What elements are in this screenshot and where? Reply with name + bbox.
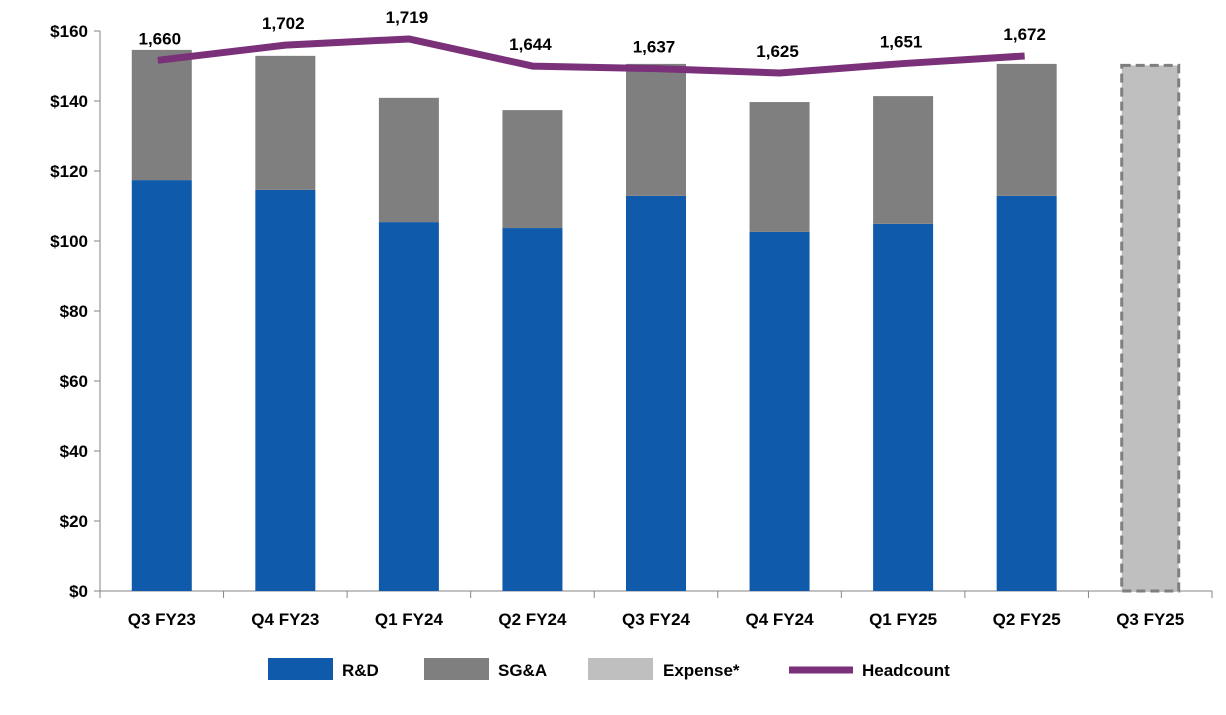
y-tick-label: $20 xyxy=(60,512,88,531)
bar-rd xyxy=(873,223,934,591)
bar-rd xyxy=(131,180,192,591)
x-tick-label: Q2 FY24 xyxy=(498,610,567,629)
headcount-data-label: 1,719 xyxy=(386,8,429,27)
x-tick-label: Q3 FY24 xyxy=(622,610,691,629)
bar-sga xyxy=(502,110,563,229)
legend-label: Expense* xyxy=(663,661,740,680)
y-tick-label: $120 xyxy=(50,162,88,181)
headcount-data-label: 1,644 xyxy=(509,35,552,54)
x-tick-label: Q4 FY24 xyxy=(746,610,815,629)
y-tick-label: $100 xyxy=(50,232,88,251)
x-tick-label: Q1 FY24 xyxy=(375,610,444,629)
headcount-data-label: 1,651 xyxy=(880,33,923,52)
headcount-data-label: 1,702 xyxy=(262,14,305,33)
x-tick-label: Q3 FY23 xyxy=(128,610,196,629)
headcount-data-label: 1,625 xyxy=(756,42,799,61)
y-tick-label: $140 xyxy=(50,92,88,111)
legend-swatch-sga xyxy=(424,658,489,680)
bar-sga xyxy=(626,63,686,196)
legend-label: R&D xyxy=(342,661,379,680)
legend-swatch-expense xyxy=(588,658,653,680)
y-tick-label: $80 xyxy=(60,302,88,321)
y-tick-label: $40 xyxy=(60,442,88,461)
x-tick-label: Q4 FY23 xyxy=(251,610,319,629)
bar-sga xyxy=(378,97,439,223)
bar-rd xyxy=(749,231,810,591)
bar-sga xyxy=(996,63,1057,196)
headcount-data-label: 1,660 xyxy=(139,29,182,48)
bar-rd xyxy=(378,222,439,591)
bar-rd xyxy=(996,195,1057,591)
legend-label: SG&A xyxy=(498,661,547,680)
x-tick-label: Q3 FY25 xyxy=(1116,610,1184,629)
headcount-line xyxy=(157,35,1025,77)
bar-rd xyxy=(626,195,686,591)
headcount-data-label: 1,637 xyxy=(633,38,676,57)
bar-sga xyxy=(131,49,192,181)
legend-label: Headcount xyxy=(862,661,950,680)
x-tick-label: Q1 FY25 xyxy=(869,610,937,629)
headcount-data-label: 1,672 xyxy=(1003,25,1046,44)
y-tick-label: $60 xyxy=(60,372,88,391)
bar-rd xyxy=(502,228,563,592)
bar-sga xyxy=(255,55,316,190)
x-tick-label: Q2 FY25 xyxy=(993,610,1061,629)
y-tick-label: $0 xyxy=(69,582,88,601)
bar-sga xyxy=(873,96,934,224)
bar-expense xyxy=(1120,63,1181,593)
bar-sga xyxy=(749,102,810,232)
bar-rd xyxy=(255,189,316,591)
y-tick-label: $160 xyxy=(50,22,88,41)
legend-swatch-rd xyxy=(268,658,333,680)
